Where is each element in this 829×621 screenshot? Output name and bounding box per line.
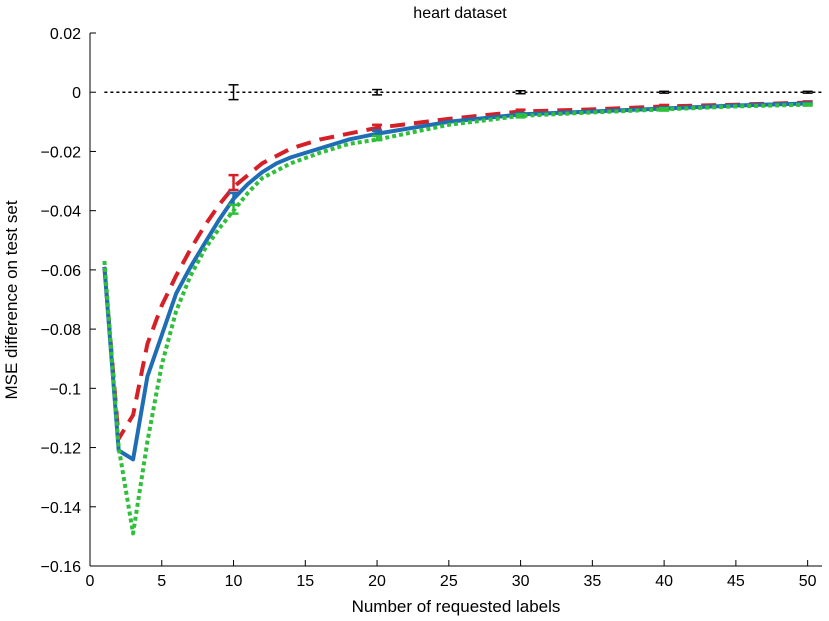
y-tick-label: −0.04: [41, 204, 82, 221]
series-line-3: [102, 102, 808, 536]
y-tick-label: 0: [72, 85, 81, 102]
x-tick-label: 50: [799, 573, 817, 590]
y-tick-label: −0.06: [41, 263, 82, 280]
x-tick-label: 20: [368, 573, 386, 590]
y-tick-label: −0.1: [49, 381, 81, 398]
y-tick-label: 0.02: [50, 26, 81, 43]
series-line-2: [102, 101, 808, 462]
y-tick-label: −0.14: [41, 500, 82, 517]
x-tick-label: 25: [440, 573, 458, 590]
x-tick-label: 15: [296, 573, 314, 590]
y-tick-label: −0.02: [41, 144, 82, 161]
y-axis-label: MSE difference on test set: [2, 200, 21, 399]
plot-area: 0 5 10 15 20 25 30 35 40 45 50 0.02 0 −0.02 −0.04 −0.06…: [41, 26, 822, 590]
x-axis-label: Number of requested labels: [352, 597, 561, 616]
series-line-1: [102, 100, 808, 441]
x-tick-label: 10: [225, 573, 243, 590]
x-tick-label: 5: [157, 573, 166, 590]
y-tick-label: −0.12: [41, 441, 82, 458]
x-tick-label: 45: [727, 573, 745, 590]
y-tick-label: −0.16: [41, 559, 82, 576]
chart-title: heart dataset: [413, 5, 507, 22]
x-tick-label: 35: [583, 573, 601, 590]
x-tick-label: 30: [512, 573, 530, 590]
x-tick-label: 0: [86, 573, 95, 590]
y-tick-label: −0.08: [41, 322, 82, 339]
x-tick-label: 40: [655, 573, 673, 590]
